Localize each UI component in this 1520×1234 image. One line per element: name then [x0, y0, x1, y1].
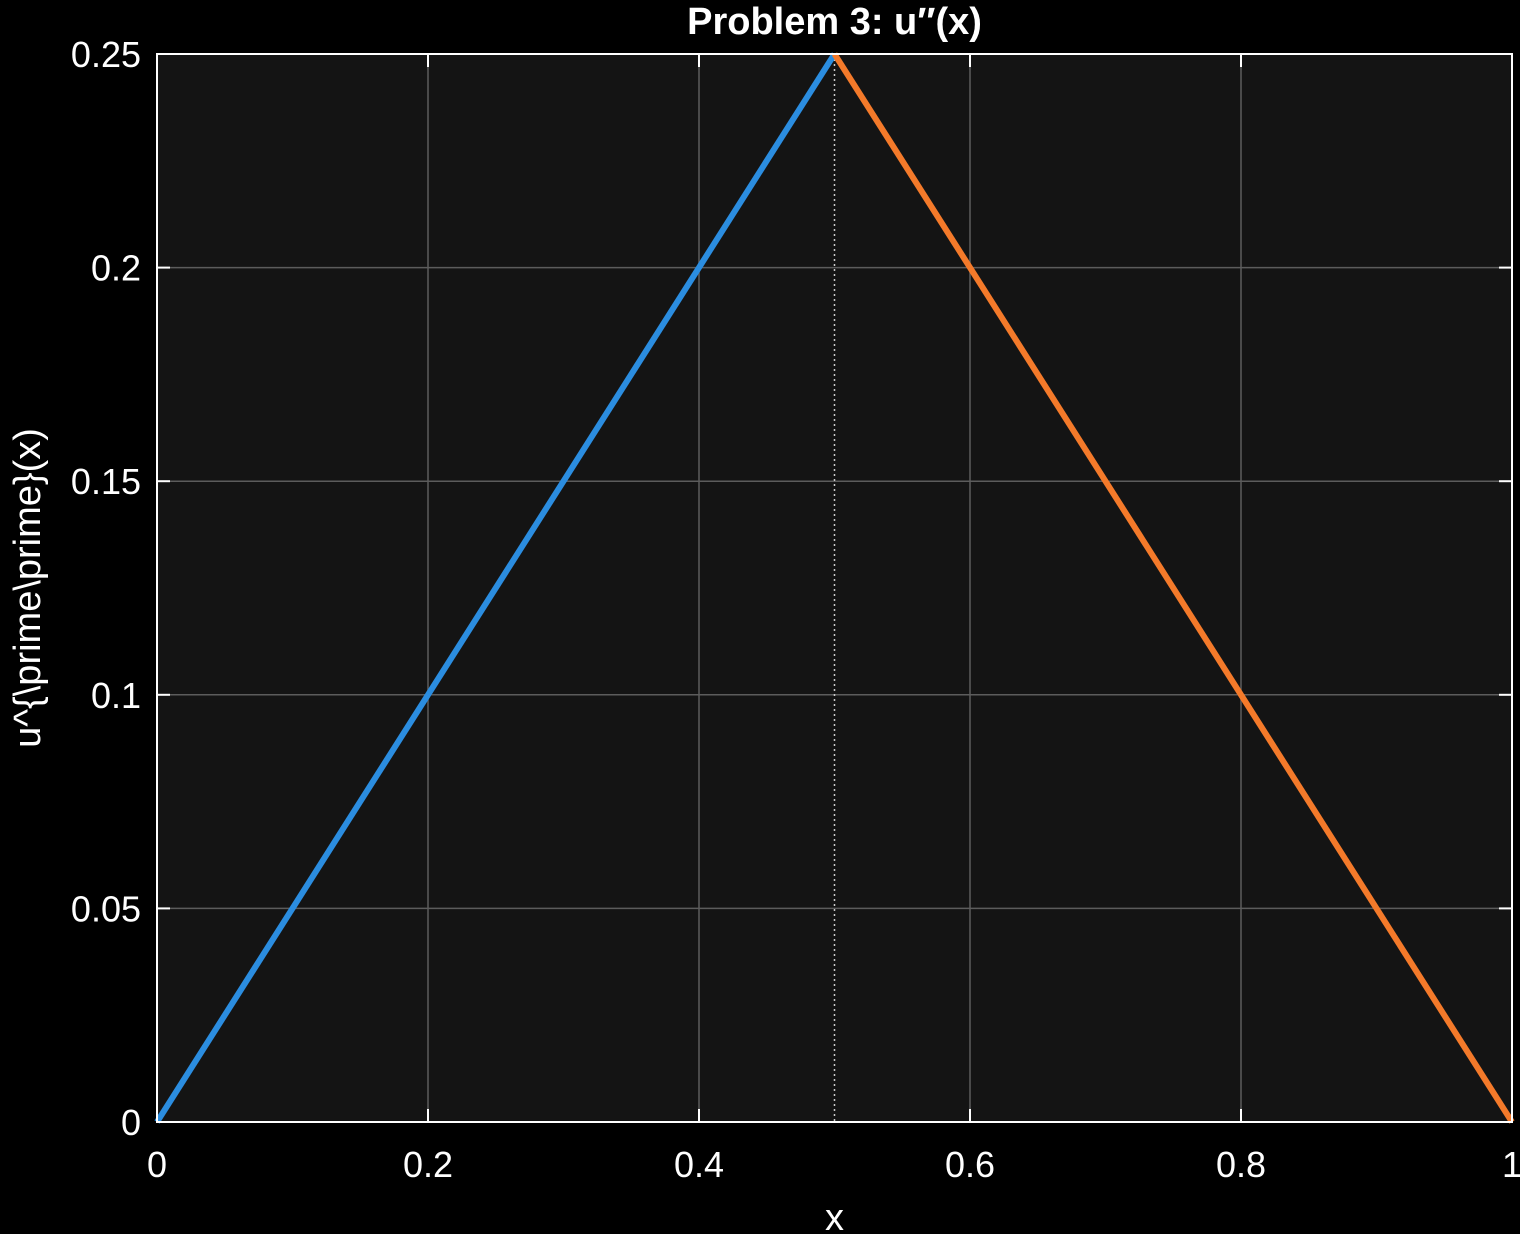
series-line-1 — [154, 52, 838, 1124]
y-axis-label: u^{\prime\prime}(x) — [7, 428, 49, 748]
series-line-2 — [831, 52, 1515, 1124]
axes-frame — [156, 53, 1513, 1123]
y-tick-label: 0.05 — [71, 888, 141, 929]
y-tick-label: 0.15 — [71, 461, 141, 502]
y-tick-label: 0.25 — [71, 34, 141, 75]
x-tick-label: 0 — [147, 1144, 167, 1185]
y-tick-label: 0 — [121, 1102, 141, 1143]
series-layer — [154, 52, 1515, 1124]
x-tick-label: 1 — [1502, 1144, 1520, 1185]
x-tick-label: 0.6 — [945, 1144, 995, 1185]
x-tick-label: 0.8 — [1216, 1144, 1266, 1185]
chart-title: Problem 3: u″(x) — [687, 1, 982, 43]
ticks: 0 0.2 0.4 0.6 0.8 1 0 0.05 0.1 0.15 0.2 0.25 — [71, 34, 1520, 1185]
grid — [156, 53, 1513, 1123]
x-tick-label: 0.4 — [674, 1144, 724, 1185]
y-tick-label: 0.2 — [91, 248, 141, 289]
x-axis-label: x — [825, 1197, 844, 1234]
x-tick-label: 0.2 — [403, 1144, 453, 1185]
y-tick-label: 0.1 — [91, 675, 141, 716]
